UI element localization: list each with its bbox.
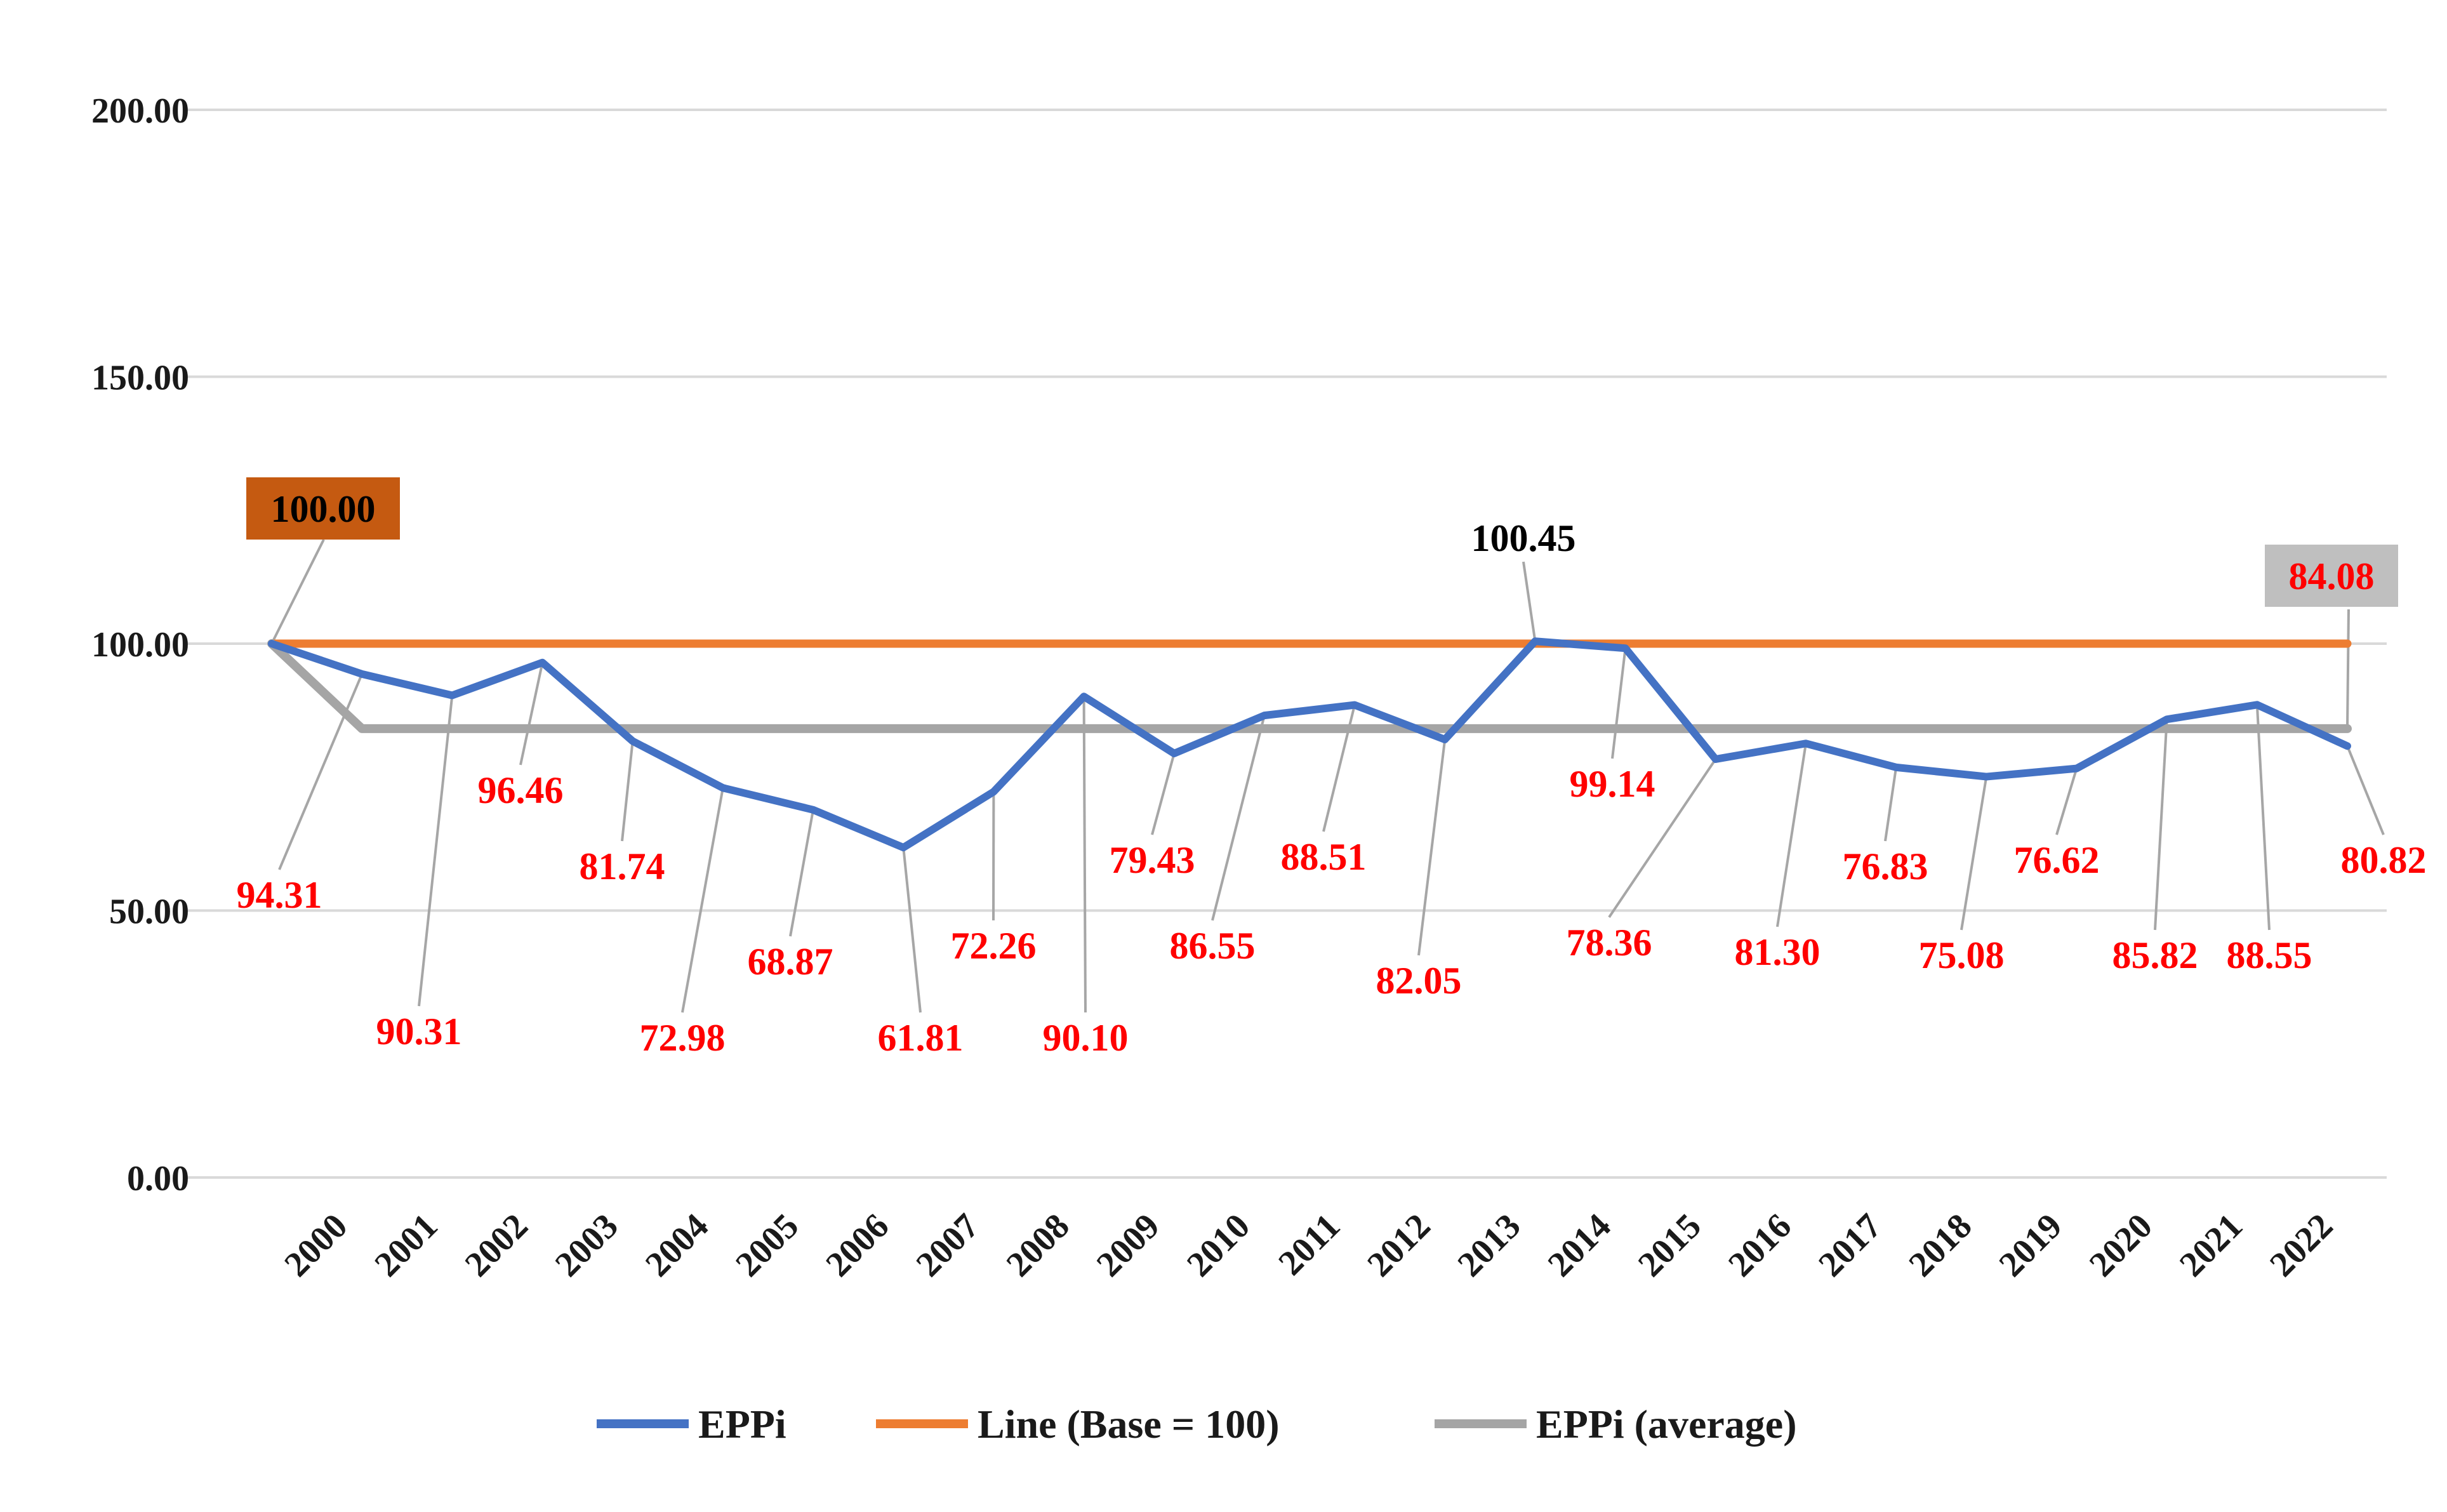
data-label: 72.98 [640,1017,726,1059]
leader-line [418,695,454,1007]
leader-line [1322,705,1356,832]
leader-line [789,809,815,937]
leader-line [1884,767,1898,842]
y-tick-label: 100.00 [91,625,189,665]
legend-label: EPPi (average) [1536,1402,1797,1447]
start-label-box [246,477,400,540]
data-label: 81.30 [1735,931,1820,973]
data-label: 96.46 [478,769,564,811]
leader-line [1960,776,1988,931]
x-tick-label: 2015 [1631,1206,1709,1284]
x-tick-label: 2005 [728,1206,806,1284]
x-tick-label: 2012 [1360,1206,1438,1284]
x-tick-label: 2018 [1901,1206,1979,1284]
x-tick-label: 2004 [638,1206,716,1284]
x-tick-label: 2006 [818,1206,896,1284]
leader-line [270,539,325,644]
data-label: 81.74 [580,846,665,887]
x-tick-label: 2013 [1450,1206,1529,1284]
start-label: 100.00 [271,488,376,530]
data-label: 61.81 [878,1017,964,1059]
x-tick-label: 2000 [277,1206,355,1284]
x-tick-label: 2019 [1992,1206,2070,1284]
leader-line [2346,609,2350,729]
x-tick-label: 2003 [548,1206,626,1284]
y-axis-ticks: 0.00 50.00 100.00 150.00 200.00 [91,91,189,1198]
x-tick-label: 2021 [2172,1206,2250,1284]
leader-line [519,662,544,766]
leader-line [1522,561,1537,642]
data-label: 75.08 [1919,934,2005,976]
leader-line [1082,696,1087,1013]
x-tick-label: 2010 [1179,1206,1257,1284]
data-label: 76.62 [2014,839,2100,881]
annotations: 100.00 100.45 84.08 [246,477,2398,607]
x-tick-label: 2011 [1271,1206,1348,1283]
data-label: 72.26 [951,925,1037,967]
data-label: 80.82 [2341,839,2427,881]
leader-line [1417,739,1447,956]
leader-line [278,673,364,870]
data-label: 88.55 [2227,934,2312,976]
data-label: 85.82 [2112,934,2198,976]
leader-line [1611,647,1627,759]
x-tick-label: 2008 [999,1206,1077,1284]
x-tick-label: 2022 [2262,1206,2340,1284]
leader-line [2055,768,2078,835]
average-label-box [2265,545,2398,607]
legend-label: Line (Base = 100) [978,1402,1280,1447]
y-tick-label: 0.00 [127,1159,189,1198]
x-tick-label: 2017 [1811,1206,1889,1284]
data-label: 94.31 [237,874,322,916]
x-tick-label: 2001 [368,1206,446,1284]
data-labels: 94.31 90.31 96.46 81.74 72.98 68.87 61.81 72.26… [237,763,2427,1059]
leader-line [1776,743,1807,927]
x-tick-label: 2020 [2082,1206,2160,1284]
data-label: 68.87 [748,941,833,983]
leader-line [902,847,922,1013]
series-line-eppi [268,637,2351,852]
leader-line [1211,715,1266,921]
leader-line [681,787,724,1013]
data-label: 76.83 [1843,846,1928,887]
leader-line [621,741,634,842]
x-tick-label: 2014 [1541,1206,1619,1284]
leader-line [2346,745,2385,835]
series-line-eppi-average [267,639,2352,733]
data-label: 88.51 [1281,836,1367,878]
data-label: 90.31 [376,1011,462,1052]
x-tick-label: 2002 [458,1206,536,1284]
data-label: 79.43 [1110,839,1195,881]
y-tick-label: 200.00 [91,91,189,131]
x-tick-label: 2016 [1721,1206,1799,1284]
data-label: 78.36 [1567,922,1652,964]
leader-line [1151,753,1176,835]
leader-line [2154,719,2168,931]
average-label: 84.08 [2289,555,2375,597]
data-label: 86.55 [1170,925,1256,967]
legend-label: EPPi [698,1402,786,1447]
data-label: 90.10 [1043,1017,1129,1059]
x-tick-label: 2007 [909,1206,987,1284]
peak-label: 100.45 [1471,517,1576,559]
y-tick-label: 50.00 [109,892,189,932]
leader-line [1608,758,1717,918]
y-tick-label: 150.00 [91,359,189,398]
data-label: 82.05 [1376,960,1462,1002]
label-leader-lines [270,539,2385,1013]
leader-line [2255,705,2271,931]
data-label: 99.14 [1570,763,1655,805]
series-lines [267,637,2352,852]
legend: EPPi Line (Base = 100) EPPi (average) [597,1402,1797,1447]
x-tick-label: 2009 [1089,1206,1167,1284]
x-axis-ticks: 2000 2001 2002 2003 2004 2005 2006 2007 2008 2009… [277,1206,2340,1284]
